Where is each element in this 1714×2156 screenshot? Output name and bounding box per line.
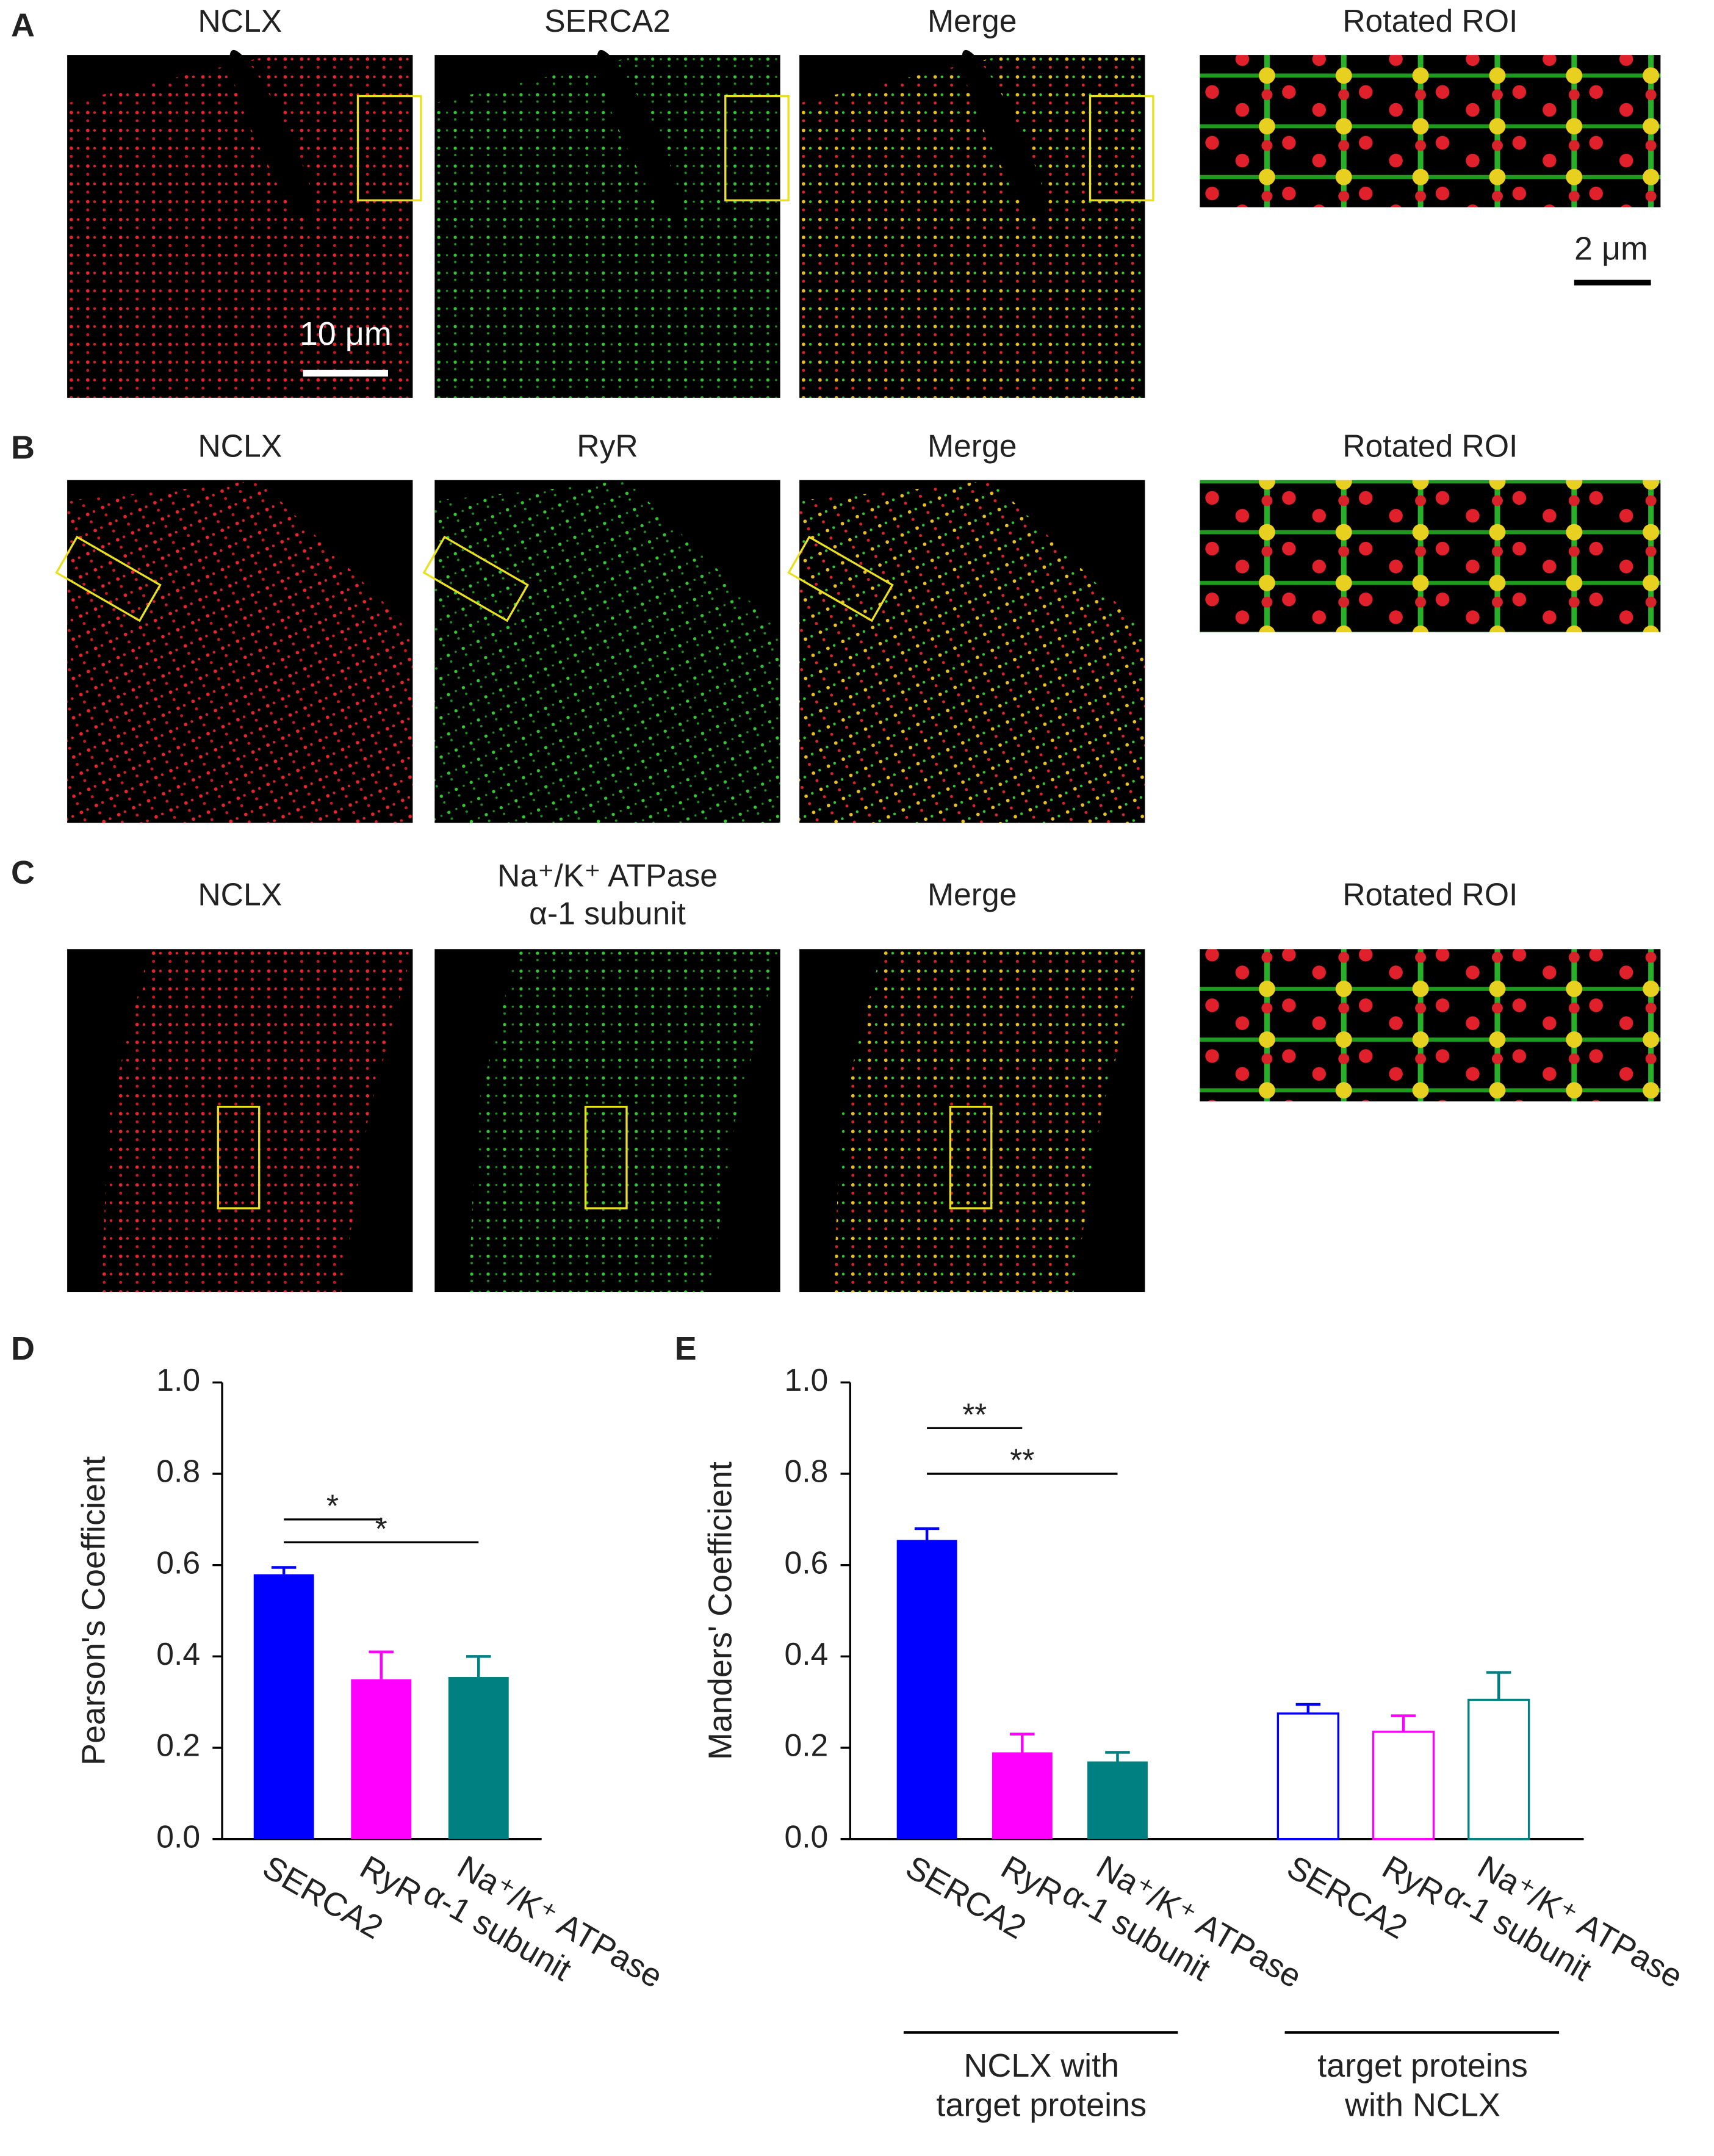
cell	[799, 55, 1145, 398]
y-tick-label: 1.0	[156, 1362, 200, 1397]
image-title: NCLX	[198, 877, 282, 912]
roi-box	[422, 535, 530, 622]
roi-box	[55, 535, 162, 622]
roi-box	[787, 535, 894, 622]
bar	[896, 1540, 957, 1839]
error-bar	[1295, 1703, 1321, 1714]
roi-box	[724, 95, 790, 201]
roi-box	[356, 95, 422, 201]
cell	[799, 480, 1145, 823]
y-tick-label: 0.2	[156, 1728, 200, 1763]
bar	[351, 1679, 412, 1839]
y-axis-label: Pearson's Coefficient	[76, 1456, 112, 1765]
image-title: RyR	[577, 428, 638, 464]
roi-box	[584, 1106, 628, 1210]
significance-mark: **	[1010, 1443, 1034, 1478]
cell	[834, 949, 1145, 1293]
y-tick-label: 0.6	[784, 1545, 828, 1580]
cell	[67, 55, 413, 398]
y-tick-label: 0.4	[156, 1636, 200, 1671]
y-tick-label: 1.0	[784, 1362, 828, 1397]
error-bar	[1486, 1671, 1511, 1700]
x-tick-label: Na⁺/K⁺ ATPaseα-1 subunit	[1438, 1841, 1689, 2030]
image-title: Na⁺/K⁺ ATPase α-1 subunit	[497, 857, 718, 931]
micrograph	[787, 480, 1145, 823]
rotated-roi	[1200, 949, 1661, 1101]
error-bar	[1010, 1732, 1035, 1753]
significance-mark: **	[962, 1397, 987, 1432]
image-title: NCLX	[198, 428, 282, 464]
micrograph	[422, 480, 780, 823]
bar	[448, 1677, 509, 1839]
error-bar	[271, 1566, 297, 1574]
micrograph	[799, 49, 1154, 398]
micrograph	[434, 49, 790, 398]
micrograph	[67, 49, 422, 398]
nucleus	[229, 49, 317, 225]
micrograph	[67, 949, 413, 1293]
error-bar	[914, 1527, 940, 1540]
cell	[434, 55, 780, 398]
group-label: NCLX with target proteins	[936, 2047, 1147, 2124]
bar	[1467, 1698, 1530, 1841]
image-title: Merge	[927, 428, 1017, 464]
y-tick-label: 0.0	[156, 1819, 200, 1854]
image-title: Merge	[927, 877, 1017, 912]
x-tick-label: Na⁺/K⁺ ATPaseα-1 subunit	[417, 1841, 669, 2030]
bar	[253, 1574, 314, 1839]
scale-label: 10 μm	[300, 315, 392, 352]
significance-mark: *	[326, 1488, 339, 1524]
rotated-roi	[1200, 480, 1661, 633]
significance-mark: *	[375, 1511, 387, 1546]
roi-box	[1089, 95, 1154, 201]
error-bar	[466, 1655, 491, 1678]
image-title: Rotated ROI	[1342, 877, 1518, 912]
y-tick-label: 0.2	[784, 1728, 828, 1763]
roi-box	[217, 1106, 261, 1210]
nucleus	[597, 49, 684, 225]
nucleus	[962, 49, 1049, 225]
panel-letter: A	[11, 7, 35, 43]
bar	[1276, 1712, 1339, 1841]
y-tick-label: 0.8	[156, 1454, 200, 1489]
group-label: target proteins with NCLX	[1317, 2047, 1528, 2124]
roi-box	[949, 1106, 993, 1210]
cell	[434, 480, 780, 823]
image-title: Rotated ROI	[1342, 428, 1518, 464]
image-title: Rotated ROI	[1342, 3, 1518, 38]
error-bar	[1105, 1751, 1130, 1762]
y-tick-label: 0.6	[156, 1545, 200, 1580]
micrograph	[434, 949, 780, 1293]
y-tick-label: 0.8	[784, 1454, 828, 1489]
image-title: NCLX	[198, 3, 282, 38]
bar	[1087, 1761, 1148, 1839]
x-tick-label: Na⁺/K⁺ ATPaseα-1 subunit	[1056, 1841, 1308, 2030]
image-title: Merge	[927, 3, 1017, 38]
image-title: SERCA2	[544, 3, 671, 38]
scale-label: 2 μm	[1574, 231, 1648, 267]
rotated-roi	[1200, 55, 1661, 207]
bar	[1372, 1731, 1435, 1841]
panel-letter: E	[675, 1330, 697, 1367]
cell	[101, 949, 413, 1293]
cell	[67, 480, 413, 823]
error-bar	[1391, 1714, 1416, 1732]
micrograph	[55, 480, 413, 823]
error-bar	[369, 1650, 394, 1679]
y-tick-label: 0.4	[784, 1636, 828, 1671]
panel-letter: B	[11, 430, 35, 466]
y-axis-label: Manders' Coefficient	[702, 1462, 739, 1760]
micrograph	[799, 949, 1145, 1293]
panel-letter: C	[11, 854, 35, 891]
y-tick-label: 0.0	[784, 1819, 828, 1854]
cell	[469, 949, 780, 1293]
panel-letter: D	[11, 1330, 35, 1367]
bar	[992, 1752, 1053, 1839]
